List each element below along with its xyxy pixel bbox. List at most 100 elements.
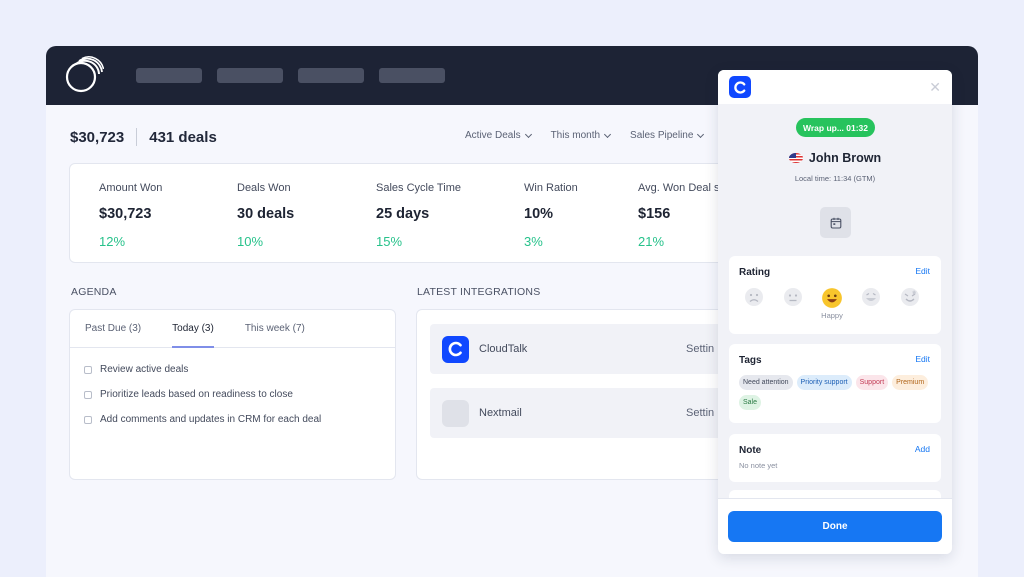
summary-divider [136,128,138,146]
integration-name: Nextmail [479,407,522,419]
task-checkbox[interactable] [84,365,92,374]
filter-bar: Active Deals This month Sales Pipeline [465,130,705,141]
tags-edit-link[interactable]: Edit [915,354,930,364]
close-icon[interactable]: ✕ [929,78,941,95]
panel-footer: Done [718,498,952,554]
stats-card: Amount Won $30,723 12% Deals Won 30 deal… [69,163,769,263]
add-note-link[interactable]: Add [914,444,930,454]
task-label: Add comments and updates in CRM for each… [100,414,322,425]
rating-happy[interactable]: Happy [821,287,843,320]
brand-logo[interactable] [64,55,104,96]
integration-name: CloudTalk [479,343,528,355]
deals-summary: $30,723 431 deals [70,128,217,146]
tags-card: Tags Edit Need attention Priority suppor… [729,344,941,423]
task-item: Prioritize leads based on readiness to c… [84,389,395,400]
stat-change: 15% [376,234,403,249]
stat-change: 10% [237,234,264,249]
stat-label: Sales Cycle Time [376,182,461,194]
happy-face-icon [822,288,842,308]
stat-amount-won: Amount Won $30,723 12% [99,182,162,249]
stat-win-ration: Win Ration 10% 3% [524,182,578,249]
stat-label: Avg. Won Deal s [638,182,720,194]
task-label: Prioritize leads based on readiness to c… [100,389,293,400]
note-title: Note [739,445,762,456]
rating-selected-label: Happy [821,311,843,320]
grinning-face-icon [862,288,880,306]
neutral-face-icon [784,288,802,306]
stat-value: 10% [524,206,554,222]
filter-pipeline[interactable]: Sales Pipeline [630,130,705,141]
tab-past-due[interactable]: Past Due (3) [85,323,142,334]
chevron-down-icon [697,130,705,138]
note-card: Note Add No note yet [729,434,941,482]
caller-info: John Brown [718,151,952,165]
stat-value: 25 days [376,206,430,222]
tag-chip[interactable]: Support [855,375,889,390]
nav-item-2[interactable] [217,68,283,83]
filter-label: Sales Pipeline [630,130,694,141]
stat-deals-won: Deals Won 30 deals 10% [237,182,294,249]
task-checkbox[interactable] [84,415,92,424]
agenda-heading: AGENDA [71,286,117,298]
tab-this-week[interactable]: This week (7) [244,323,305,334]
panel-header: ✕ [718,70,952,104]
stat-value: $156 [638,206,671,222]
cloudtalk-logo-icon [729,76,751,98]
stat-change: 12% [99,234,126,249]
us-flag-icon [788,153,803,163]
stat-label: Win Ration [524,182,578,194]
task-checkbox[interactable] [84,390,92,399]
integration-row-nextmail[interactable]: Nextmail Settin [430,388,770,438]
tab-today[interactable]: Today (3) [172,310,214,348]
rating-title: Rating [739,267,771,278]
caller-name: John Brown [808,151,882,165]
schedule-button[interactable] [820,207,851,238]
rating-ecstatic[interactable] [899,287,921,307]
chevron-down-icon [604,130,612,138]
stat-sales-cycle: Sales Cycle Time 25 days 15% [376,182,461,249]
filter-period[interactable]: This month [550,130,612,141]
rating-edit-link[interactable]: Edit [915,266,930,276]
nav-item-1[interactable] [136,68,202,83]
total-deals: 431 deals [149,128,217,146]
chevron-down-icon [524,130,532,138]
integration-settings-link[interactable]: Settin [686,407,715,419]
tag-chip[interactable]: Priority support [796,375,852,390]
done-button[interactable]: Done [728,511,942,542]
filter-active-deals[interactable]: Active Deals [465,130,532,141]
tag-chip[interactable]: Sale [739,395,762,410]
agenda-card: Past Due (3) Today (3) This week (7) Rev… [69,309,396,480]
star-struck-face-icon [901,288,919,306]
integrations-card: CloudTalk Settin Nextmail Settin [416,309,776,480]
wrap-up-timer-badge: Wrap up... 01:32 [796,118,875,137]
task-item: Add comments and updates in CRM for each… [84,414,395,425]
agenda-tabs: Past Due (3) Today (3) This week (7) [70,310,395,348]
integration-settings-link[interactable]: Settin [686,343,715,355]
tag-chip[interactable]: Premium [892,375,929,390]
task-label: Review active deals [100,364,189,375]
calendar-icon [830,217,841,229]
tag-chip[interactable]: Need attention [739,375,793,390]
total-amount: $30,723 [70,128,125,146]
crying-face-icon [745,288,763,306]
nav-item-3[interactable] [298,68,364,83]
stat-change: 21% [638,234,665,249]
nav-item-4[interactable] [379,68,445,83]
tag-list: Need attention Priority support Support … [739,375,934,410]
integrations-heading: LATEST INTEGRATIONS [417,286,541,298]
task-list: Review active deals Prioritize leads bas… [70,348,395,425]
task-item: Review active deals [84,364,395,375]
rating-very-happy[interactable] [860,287,882,307]
nextmail-logo-icon [442,399,469,427]
stat-value: $30,723 [99,206,152,222]
rating-sad[interactable] [782,287,804,307]
integration-row-cloudtalk[interactable]: CloudTalk Settin [430,324,770,374]
rating-faces: Happy [743,287,921,320]
filter-label: Active Deals [465,130,521,141]
filter-label: This month [550,130,601,141]
stat-value: 30 deals [237,206,295,222]
rating-very-sad[interactable] [743,287,765,307]
tags-title: Tags [739,355,762,366]
cloudtalk-logo-icon [442,335,469,363]
note-empty-text: No note yet [739,461,778,470]
